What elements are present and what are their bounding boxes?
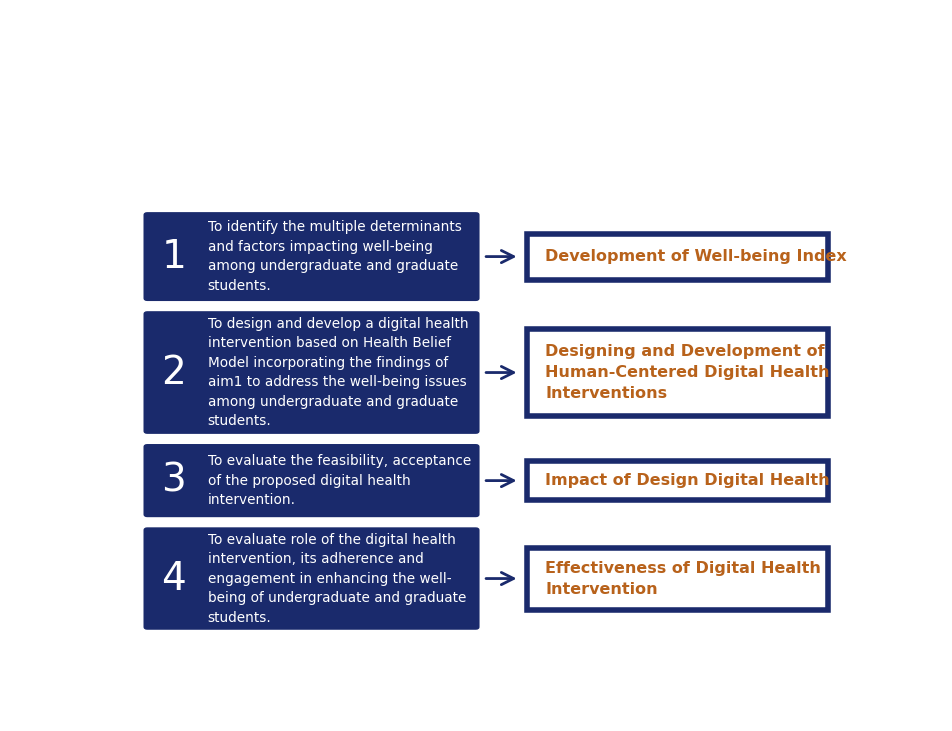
Text: To evaluate role of the digital health
intervention, its adherence and
engagemen: To evaluate role of the digital health i… [208, 533, 466, 624]
FancyBboxPatch shape [144, 527, 479, 630]
FancyBboxPatch shape [144, 311, 479, 434]
FancyBboxPatch shape [526, 233, 827, 280]
Text: 4: 4 [161, 559, 186, 597]
FancyBboxPatch shape [526, 548, 827, 610]
Text: 3: 3 [161, 461, 186, 499]
FancyBboxPatch shape [526, 329, 827, 416]
FancyBboxPatch shape [144, 212, 479, 301]
Text: To identify the multiple determinants
and factors impacting well-being
among und: To identify the multiple determinants an… [208, 220, 461, 293]
Text: 1: 1 [161, 238, 186, 276]
Text: To evaluate the feasibility, acceptance
of the proposed digital health
intervent: To evaluate the feasibility, acceptance … [208, 454, 470, 507]
FancyBboxPatch shape [144, 444, 479, 518]
Text: Impact of Design Digital Health: Impact of Design Digital Health [545, 473, 829, 488]
Text: 2: 2 [161, 354, 186, 392]
Text: Development of Well-being Index: Development of Well-being Index [545, 249, 846, 264]
FancyBboxPatch shape [526, 461, 827, 500]
Text: Designing and Development of
Human-Centered Digital Health
Interventions: Designing and Development of Human-Cente… [545, 344, 829, 401]
Text: Effectiveness of Digital Health
Intervention: Effectiveness of Digital Health Interven… [545, 561, 821, 596]
Text: To design and develop a digital health
intervention based on Health Belief
Model: To design and develop a digital health i… [208, 317, 467, 428]
